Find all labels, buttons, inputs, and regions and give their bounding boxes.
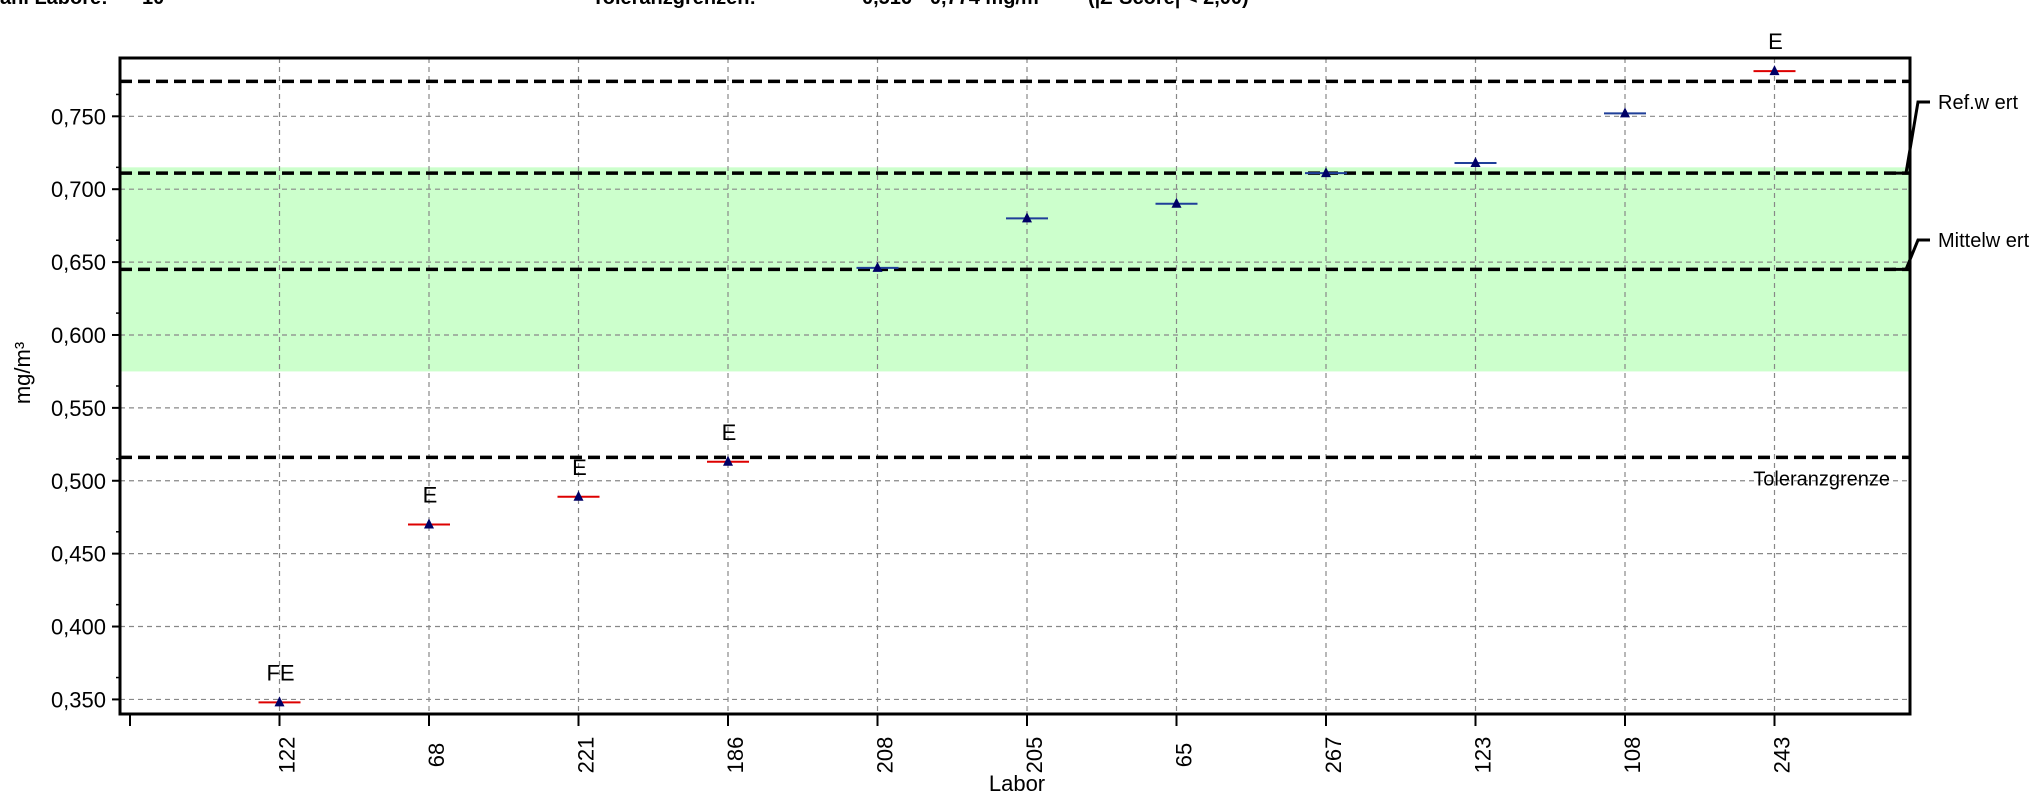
x-tick-label: 123 [1471,737,1496,774]
reference-line-connector [1892,100,1930,175]
result-marker [573,490,584,501]
x-axis-ticks: 122 68 221 186 208 205 65 267 123 108 243 [129,714,1795,774]
result-marker [1321,167,1331,178]
result-marker [723,455,733,466]
x-tick-label: 122 [275,737,300,774]
y-tick-label: 0,700 [51,177,106,202]
y-tick-label: 0,550 [51,396,106,421]
result-marker [424,518,434,529]
y-tick-label: 0,650 [51,250,106,275]
reference-line-connector [1892,238,1930,271]
zscore-text: (|Z-Score| < 2,00) [1088,0,1249,9]
x-tick-label: 205 [1022,737,1047,774]
point-flag-label: E [722,420,737,445]
x-axis-label: Labor [989,771,1045,796]
y-tick-label: 0,600 [51,323,106,348]
tolerance-label: Toleranzgrenzen: [592,0,756,9]
y-axis-ticks: 0,350 0,400 0,450 0,500 0,550 0,600 0,650 0,700… [51,93,120,712]
result-marker [1022,212,1032,223]
reference-line-label: Ref.w ert [1938,92,2018,114]
y-tick-label: 0,500 [51,469,106,494]
result-marker [1171,197,1182,208]
data-points: FE E E E E [258,29,1796,707]
result-marker [1470,156,1481,167]
result-marker [872,261,883,272]
x-tick-label: 267 [1321,737,1346,774]
x-tick-label: 186 [723,737,748,774]
y-tick-label: 0,450 [51,542,106,567]
labs-count-value: 10 [142,0,164,9]
x-tick-label: 108 [1620,737,1645,774]
tolerance-range: 0,516 - 0,774 mg/m³ [862,0,1046,9]
x-tick-label: 65 [1172,743,1197,767]
point-flag-label: E [1768,29,1783,54]
x-tick-label: 221 [574,737,599,774]
x-tick-label: 243 [1770,737,1795,774]
y-tick-label: 0,400 [51,615,106,640]
point-flag-label: FE [266,660,294,685]
labs-count-label: ahl Labore: [0,0,108,9]
point-flag-label: E [423,482,438,507]
reference-lines: Ref.w ert Mittelw ert Toleranzgrenze [120,79,2030,490]
y-tick-label: 0,350 [51,687,106,712]
x-tick-label: 68 [424,743,449,767]
grid-lines [120,58,1910,714]
y-tick-label: 0,750 [51,104,106,129]
reference-line-label: Toleranzgrenze [1753,468,1890,490]
plot-frame [118,56,1912,716]
reference-line-label: Mittelw ert [1938,230,2030,252]
result-marker [1620,107,1630,118]
result-marker [274,696,285,707]
y-axis-label: mg/m³ [10,342,35,404]
point-flag-label: E [572,455,587,480]
result-marker [1769,65,1780,76]
x-tick-label: 208 [873,737,898,774]
